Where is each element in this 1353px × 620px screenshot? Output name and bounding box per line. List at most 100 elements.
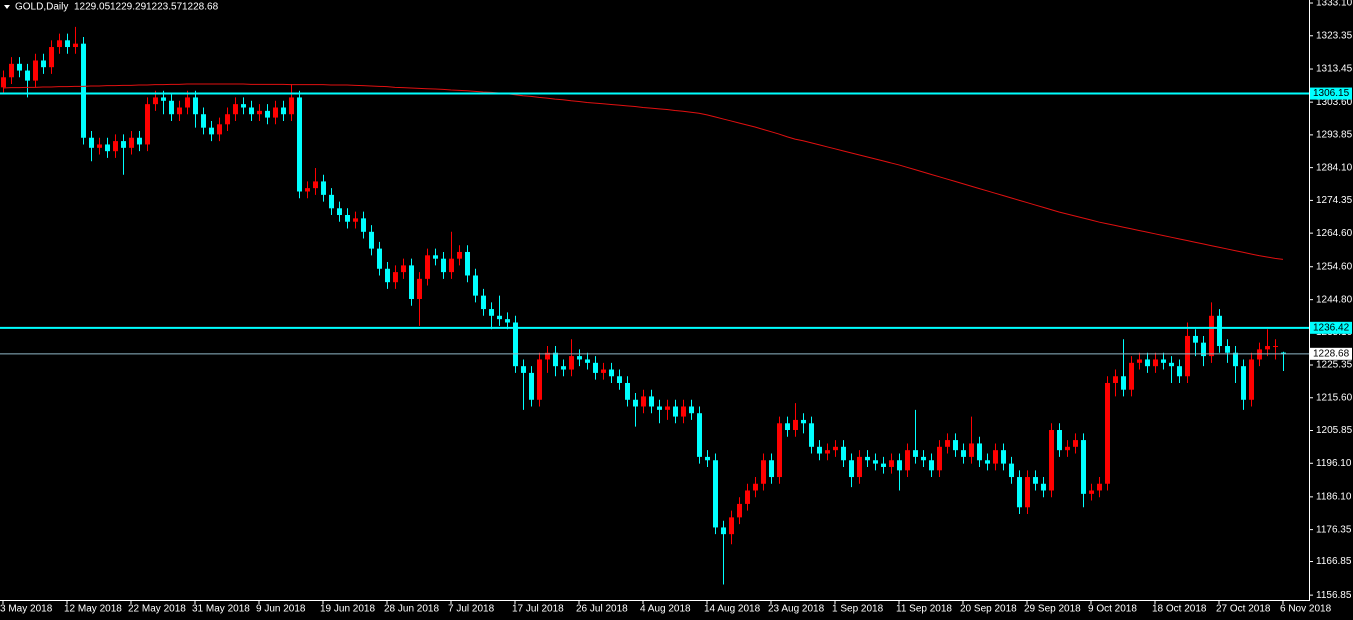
- candle-body: [673, 406, 678, 417]
- candle-body: [1057, 430, 1062, 451]
- menu-icon: [4, 5, 10, 9]
- y-tick-label: 1323.35: [1316, 30, 1353, 41]
- candle-body: [513, 322, 518, 367]
- candle-body: [321, 181, 326, 195]
- candle-body: [1241, 366, 1246, 400]
- moving-average-line: [2, 83, 1284, 260]
- candle-body: [41, 60, 46, 68]
- candle-body: [425, 255, 430, 279]
- candle-body: [233, 104, 238, 115]
- candle-body: [625, 382, 630, 400]
- candle-body: [497, 315, 502, 320]
- x-tick-label: 1 Sep 2018: [832, 604, 884, 615]
- candle-body: [1201, 342, 1206, 357]
- candle-body: [1033, 477, 1038, 484]
- y-tick-label: 1284.10: [1316, 162, 1353, 173]
- candle-body: [1225, 346, 1230, 353]
- candle-body: [345, 215, 350, 222]
- candle-body: [713, 460, 718, 528]
- candle-body: [617, 376, 622, 383]
- candle-body: [777, 423, 782, 478]
- candle-body: [161, 97, 166, 101]
- candle-body: [881, 463, 886, 467]
- candle-body: [385, 268, 390, 283]
- y-tick-label: 1225.35: [1316, 360, 1353, 371]
- y-tick-label: 1274.35: [1316, 195, 1353, 206]
- candle-body: [201, 114, 206, 128]
- candle-body: [601, 369, 606, 373]
- x-tick-label: 11 Sep 2018: [896, 604, 952, 615]
- x-tick-label: 17 Jul 2018: [512, 604, 564, 615]
- candle-body: [1249, 359, 1254, 400]
- candle-body: [441, 258, 446, 273]
- candle-body: [129, 137, 134, 148]
- x-tick-label: 27 Oct 2018: [1216, 604, 1271, 615]
- candle-body: [689, 406, 694, 414]
- candle-body: [529, 372, 534, 400]
- candle-body: [305, 188, 310, 192]
- candle-body: [121, 141, 126, 148]
- y-tick-label: 1166.85: [1316, 556, 1352, 567]
- candle-body: [113, 141, 118, 152]
- candle-body: [1209, 315, 1214, 357]
- candle-body: [273, 107, 278, 118]
- candle-body: [1129, 362, 1134, 390]
- y-tick-label: 1205.85: [1316, 425, 1353, 436]
- candle-body: [473, 275, 478, 296]
- candle-body: [1257, 349, 1262, 360]
- candle-body: [1089, 490, 1094, 494]
- x-tick-label: 9 Oct 2018: [1088, 604, 1137, 615]
- candle-body: [593, 362, 598, 373]
- level-label: 1306.15: [1313, 88, 1350, 99]
- x-tick-label: 29 Sep 2018: [1024, 604, 1081, 615]
- candle-body: [1193, 335, 1198, 343]
- candle-body: [817, 446, 822, 454]
- candle-body: [337, 208, 342, 216]
- candle-body: [865, 456, 870, 461]
- candle-body: [417, 278, 422, 299]
- candle-body: [9, 63, 14, 78]
- candle-body: [433, 255, 438, 259]
- x-tick-label: 3 May 2018: [0, 604, 53, 615]
- x-tick-label: 19 Jun 2018: [320, 604, 375, 615]
- candle-body: [889, 460, 894, 467]
- candle-body: [569, 356, 574, 370]
- candle-body: [633, 399, 638, 407]
- candle-body: [561, 366, 566, 370]
- candle-body: [809, 423, 814, 447]
- candle-body: [657, 406, 662, 410]
- candle-body: [1217, 315, 1222, 347]
- y-tick-label: 1303.60: [1316, 97, 1353, 108]
- y-tick-label: 1215.60: [1316, 392, 1353, 403]
- candle-body: [961, 450, 966, 457]
- candle-body: [465, 251, 470, 276]
- candle-body: [857, 456, 862, 478]
- candle-body: [929, 460, 934, 471]
- candle-body: [217, 124, 222, 135]
- level-label-box: [1310, 347, 1352, 360]
- candle-body: [401, 265, 406, 273]
- candle-body: [985, 460, 990, 464]
- candle-body: [521, 366, 526, 373]
- y-tick-label: 1313.45: [1316, 64, 1353, 75]
- candle-body: [737, 503, 742, 518]
- candle-body: [721, 527, 726, 535]
- candle-body: [57, 40, 62, 48]
- y-tick-label: 1156.85: [1316, 590, 1352, 601]
- candle-body: [1081, 440, 1086, 494]
- candle-body: [169, 100, 174, 115]
- candle-body: [905, 450, 910, 471]
- candle-body: [49, 47, 54, 68]
- candle-body: [1097, 483, 1102, 491]
- header-high: 1229.29: [110, 2, 147, 13]
- y-tick-label: 1196.10: [1316, 458, 1352, 469]
- candle-body: [153, 97, 158, 105]
- candle-body: [1153, 359, 1158, 367]
- candle-body: [193, 97, 198, 115]
- candle-body: [977, 443, 982, 461]
- candle-body: [641, 396, 646, 407]
- candle-body: [1281, 352, 1286, 354]
- candle-body: [449, 258, 454, 273]
- y-tick-label: 1244.80: [1316, 294, 1353, 305]
- candle-body: [33, 60, 38, 81]
